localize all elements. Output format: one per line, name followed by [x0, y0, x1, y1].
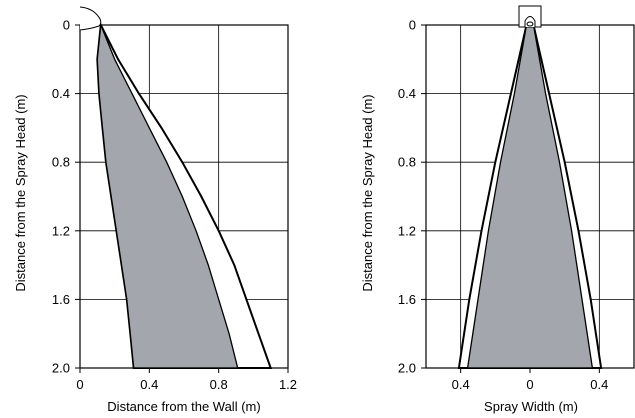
y-tick-label: 0	[63, 18, 70, 33]
right-panel: 0.4 0 0.4 0 0.4 0.8 1.2 1.6 2.0 Spray Width (m)…	[360, 5, 635, 414]
x-tick-label: 1.2	[279, 377, 297, 392]
left-x-tick-labels: 0 0.4 0.8 1.2	[76, 368, 297, 392]
left-spray-nozzle-icon	[79, 6, 102, 31]
right-x-axis-label: Spray Width (m)	[484, 399, 578, 414]
y-tick-label: 1.2	[52, 223, 70, 238]
x-tick-label: 0	[526, 377, 533, 392]
right-y-tick-labels: 0 0.4 0.8 1.2 1.6 2.0	[398, 18, 426, 376]
y-tick-label: 2.0	[52, 361, 70, 376]
right-y-axis-label: Distance from the Spray Head (m)	[360, 94, 375, 291]
x-tick-label: 0.8	[210, 377, 228, 392]
y-tick-label: 0.8	[398, 155, 416, 170]
y-tick-label: 2.0	[398, 361, 416, 376]
left-plot-frame	[79, 24, 289, 369]
y-tick-label: 0.4	[52, 86, 70, 101]
y-tick-label: 1.2	[398, 223, 416, 238]
y-tick-label: 1.6	[398, 292, 416, 307]
right-spray-nozzle-icon	[518, 5, 542, 28]
x-tick-label: 0.4	[140, 377, 158, 392]
left-y-axis-label: Distance from the Spray Head (m)	[13, 94, 28, 291]
x-tick-label: 0.4	[590, 377, 608, 392]
left-core-area	[96, 24, 239, 369]
y-tick-label: 1.6	[52, 292, 70, 307]
x-tick-label: 0.4	[452, 377, 470, 392]
right-core-area	[466, 24, 594, 369]
y-tick-label: 0.8	[52, 155, 70, 170]
y-tick-label: 0.4	[398, 86, 416, 101]
x-tick-label: 0	[76, 377, 83, 392]
right-x-tick-labels: 0.4 0 0.4	[452, 368, 608, 392]
left-y-tick-labels: 0 0.4 0.8 1.2 1.6 2.0	[52, 18, 80, 376]
left-panel: 0 0.4 0.8 1.2 0 0.4 0.8 1.2 1.6 2.0 Distance fro…	[13, 6, 297, 414]
left-x-axis-label: Distance from the Wall (m)	[107, 399, 260, 414]
y-tick-label: 0	[409, 18, 416, 33]
